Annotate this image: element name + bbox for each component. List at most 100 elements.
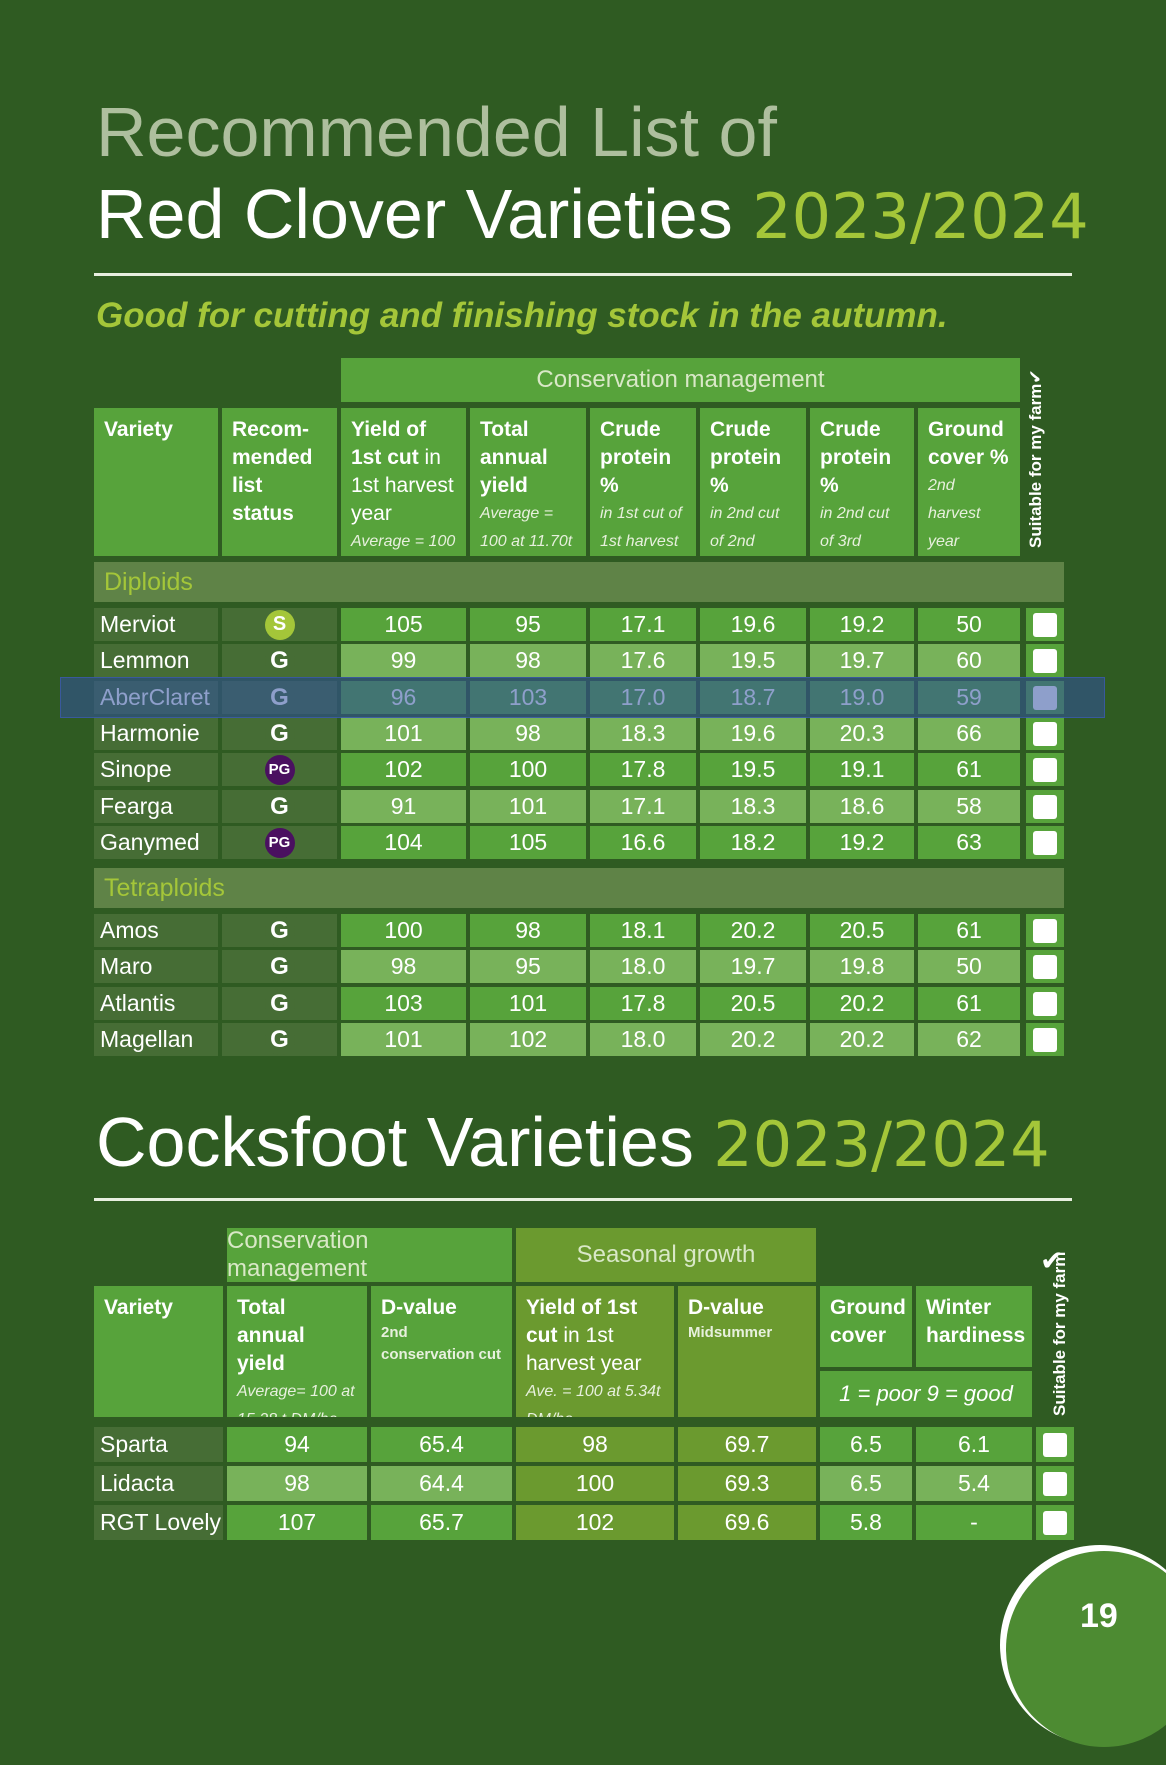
cf-col-yield1-title: Yield of 1st cut: [526, 1296, 638, 1347]
section-header: Tetraploids: [94, 868, 1064, 908]
col-cp1-note: in 1st cut of 1st harvest year: [600, 505, 682, 550]
suitable-checkbox-cell[interactable]: [1026, 608, 1064, 641]
table-cell: 19.8: [810, 950, 914, 983]
table-cell: 20.5: [700, 987, 806, 1020]
variety-name: Amos: [94, 914, 218, 947]
cf-suitable-checkbox-cell[interactable]: [1036, 1466, 1074, 1501]
cocksfoot-divider: [94, 1198, 1072, 1201]
suitable-checkbox[interactable]: [1033, 757, 1057, 782]
cf-col-header-dvalue-mid: D-value Midsummer: [678, 1286, 816, 1417]
table-cell: 91: [341, 790, 466, 823]
suitable-checkbox[interactable]: [1033, 794, 1057, 819]
table-cell: 18.0: [590, 950, 696, 983]
col-header-total-yield: Total annual yield Average = 100 at 11.7…: [470, 408, 586, 556]
selected-row-highlight[interactable]: [60, 677, 1105, 718]
cf-seasonal-group-header: Seasonal growth: [516, 1228, 816, 1282]
cf-suitable-checkbox[interactable]: [1043, 1510, 1067, 1535]
suitable-checkbox[interactable]: [1033, 721, 1057, 746]
page-title-line1: Recommended List of: [96, 93, 777, 171]
cf-table-cell: 94: [227, 1427, 367, 1462]
suitable-checkbox-cell[interactable]: [1026, 987, 1064, 1020]
table-cell: 61: [918, 987, 1020, 1020]
cf-suitable-checkbox[interactable]: [1043, 1432, 1067, 1457]
cf-variety-name: RGT Lovely: [94, 1505, 223, 1540]
variety-name: Maro: [94, 950, 218, 983]
suitable-checkbox-cell[interactable]: [1026, 914, 1064, 947]
cf-suitable-checkbox-cell[interactable]: [1036, 1505, 1074, 1540]
status-badge: G: [264, 718, 295, 749]
suitable-checkbox-cell[interactable]: [1026, 950, 1064, 983]
table-cell: 98: [470, 644, 586, 677]
status-badge: S: [264, 609, 295, 640]
table-cell: 19.2: [810, 826, 914, 859]
cf-col-winter-title: Winter hardiness: [926, 1296, 1026, 1347]
cf-table-cell: 6.5: [820, 1466, 912, 1501]
cf-col-header-yield-1st: Yield of 1st cut in 1st harvest year Ave…: [516, 1286, 674, 1417]
variety-name: Harmonie: [94, 717, 218, 750]
page-title-line2: Red Clover Varieties 2023/2024: [96, 172, 1089, 259]
table-cell: 18.3: [700, 790, 806, 823]
table-cell: 98: [341, 950, 466, 983]
table-cell: 17.8: [590, 753, 696, 786]
suitable-checkbox[interactable]: [1033, 918, 1057, 943]
table-cell: 100: [341, 914, 466, 947]
cf-variety-name: Lidacta: [94, 1466, 223, 1501]
cocksfoot-title-year: 2023/2024: [713, 1108, 1050, 1181]
suitable-checkbox[interactable]: [1033, 648, 1057, 673]
suitable-checkbox-cell[interactable]: [1026, 1023, 1064, 1056]
table-cell: 17.6: [590, 644, 696, 677]
col-yield1-title: Yield of 1st: [351, 418, 427, 469]
variety-name: Ganymed: [94, 826, 218, 859]
suitable-checkbox[interactable]: [1033, 612, 1057, 637]
status-badge: G: [264, 951, 295, 982]
col-header-status: Recom-mended list status: [222, 408, 337, 556]
status-badge: G: [264, 915, 295, 946]
variety-name: Magellan: [94, 1023, 218, 1056]
suitable-checkbox[interactable]: [1033, 954, 1057, 979]
col-cp1-title: Crude protein %: [600, 418, 672, 497]
cf-col-header-ground-cover: Ground cover: [820, 1286, 912, 1367]
suitable-checkbox-cell[interactable]: [1026, 644, 1064, 677]
table-cell: 18.0: [590, 1023, 696, 1056]
cf-table-cell: 98: [516, 1427, 674, 1462]
table-cell: 101: [470, 987, 586, 1020]
table-cell: 98: [470, 914, 586, 947]
col-header-variety: Variety: [94, 408, 218, 556]
cocksfoot-title-main: Cocksfoot Varieties: [96, 1103, 694, 1181]
suitable-checkbox[interactable]: [1033, 1027, 1057, 1052]
table-cell: 63: [918, 826, 1020, 859]
cf-col-yield1-rest: in 1st harvest year: [526, 1324, 642, 1375]
table-cell: 19.5: [700, 644, 806, 677]
status-cell: PG: [222, 826, 337, 859]
cf-table-cell: 69.6: [678, 1505, 816, 1540]
col-header-crude-protein-2: Crude protein % in 2nd cut of 2nd harves…: [700, 408, 806, 556]
page-title-main: Red Clover Varieties: [96, 175, 733, 253]
table-cell: 19.6: [700, 608, 806, 641]
table-cell: 20.2: [810, 1023, 914, 1056]
status-badge: G: [264, 988, 295, 1019]
table-cell: 102: [470, 1023, 586, 1056]
cf-table-cell: 65.4: [371, 1427, 512, 1462]
cf-table-cell: 64.4: [371, 1466, 512, 1501]
cf-table-cell: 65.7: [371, 1505, 512, 1540]
cocksfoot-title: Cocksfoot Varieties 2023/2024: [96, 1100, 1050, 1187]
suitable-checkbox-cell[interactable]: [1026, 753, 1064, 786]
suitable-checkbox-cell[interactable]: [1026, 826, 1064, 859]
cf-col-header-variety: Variety: [94, 1286, 223, 1417]
suitable-checkbox[interactable]: [1033, 830, 1057, 855]
suitable-checkbox-cell[interactable]: [1026, 717, 1064, 750]
cf-suitable-checkbox[interactable]: [1043, 1471, 1067, 1496]
table-cell: 19.6: [700, 717, 806, 750]
col-header-suitable: Suitable for my farm✔: [1026, 369, 1045, 548]
page-subtitle: Good for cutting and finishing stock in …: [96, 296, 948, 335]
table-cell: 60: [918, 644, 1020, 677]
cf-col-header-total-yield: Total annual yield Average= 100 at 15.28…: [227, 1286, 367, 1417]
table-cell: 20.2: [700, 914, 806, 947]
col-cp3-note: in 2nd cut of 3rd harvest year: [820, 505, 890, 550]
cf-table-cell: 107: [227, 1505, 367, 1540]
table-cell: 103: [341, 987, 466, 1020]
table-cell: 20.2: [700, 1023, 806, 1056]
cf-suitable-checkbox-cell[interactable]: [1036, 1427, 1074, 1462]
suitable-checkbox-cell[interactable]: [1026, 790, 1064, 823]
suitable-checkbox[interactable]: [1033, 991, 1057, 1016]
